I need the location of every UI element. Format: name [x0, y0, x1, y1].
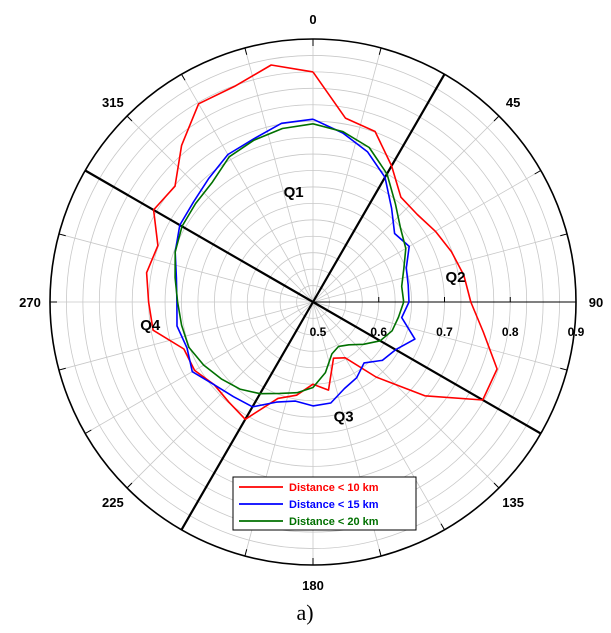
quadrant-divider — [312, 73, 446, 303]
quadrant-divider — [312, 301, 542, 435]
angle-tick-label: 45 — [506, 95, 520, 110]
angle-tick-mark — [244, 47, 248, 55]
radial-tick-label: 0.7 — [436, 325, 453, 339]
series-line-2 — [174, 118, 416, 408]
angle-tick-mark — [378, 47, 382, 55]
axis-labels: 0 45 90 135 180 225 270 315 0.5 0.6 0.7 0.8 0.9 — [19, 12, 603, 593]
angle-tick-mark — [126, 115, 133, 122]
angle-tick-mark — [126, 482, 133, 489]
angle-tick-label: 180 — [302, 578, 324, 593]
legend-label-3: Distance < 20 km — [289, 516, 379, 528]
angle-tick-label: 315 — [102, 95, 124, 110]
angle-tick-mark — [244, 549, 248, 557]
angle-tick-label: 270 — [19, 295, 41, 310]
quadrant-label: Q1 — [284, 184, 304, 201]
angle-tick-mark — [493, 115, 500, 122]
quadrant-label: Q4 — [140, 317, 161, 334]
quadrant-divider — [84, 169, 314, 303]
angle-tick-label: 90 — [589, 295, 603, 310]
quadrant-dividers — [84, 73, 542, 531]
angle-tick-label: 135 — [502, 495, 524, 510]
series-line-1 — [145, 64, 498, 421]
radial-tick-label: 0.8 — [502, 325, 519, 339]
angle-tick-mark — [560, 233, 568, 237]
angle-tick-mark — [181, 73, 186, 81]
legend-label-1: Distance < 10 km — [289, 482, 379, 494]
angle-tick-mark — [378, 549, 382, 557]
angle-tick-mark — [440, 523, 445, 531]
quadrant-label: Q2 — [445, 269, 465, 286]
series-lines — [145, 64, 498, 421]
angle-tick-mark — [58, 367, 66, 371]
angle-tick-mark — [560, 367, 568, 371]
legend-label-2: Distance < 15 km — [289, 499, 379, 511]
angle-tick-mark — [58, 233, 66, 237]
radial-tick-label: 0.5 — [310, 325, 327, 339]
figure-caption: a) — [296, 600, 313, 625]
legend: Distance < 10 km Distance < 15 km Distance… — [232, 476, 417, 531]
angle-tick-label: 0 — [309, 12, 316, 27]
angle-tick-mark — [493, 482, 500, 489]
angle-tick-mark — [84, 429, 92, 434]
quadrant-labels: Q1 Q2 Q3 Q4 — [140, 184, 465, 425]
radial-tick-label: 0.6 — [370, 325, 387, 339]
series-line-3 — [174, 123, 407, 395]
angle-tick-mark — [534, 170, 542, 175]
quadrant-divider — [180, 301, 314, 531]
angle-tick-label: 225 — [102, 495, 124, 510]
quadrant-label: Q3 — [334, 408, 354, 425]
radial-tick-label: 0.9 — [568, 325, 585, 339]
